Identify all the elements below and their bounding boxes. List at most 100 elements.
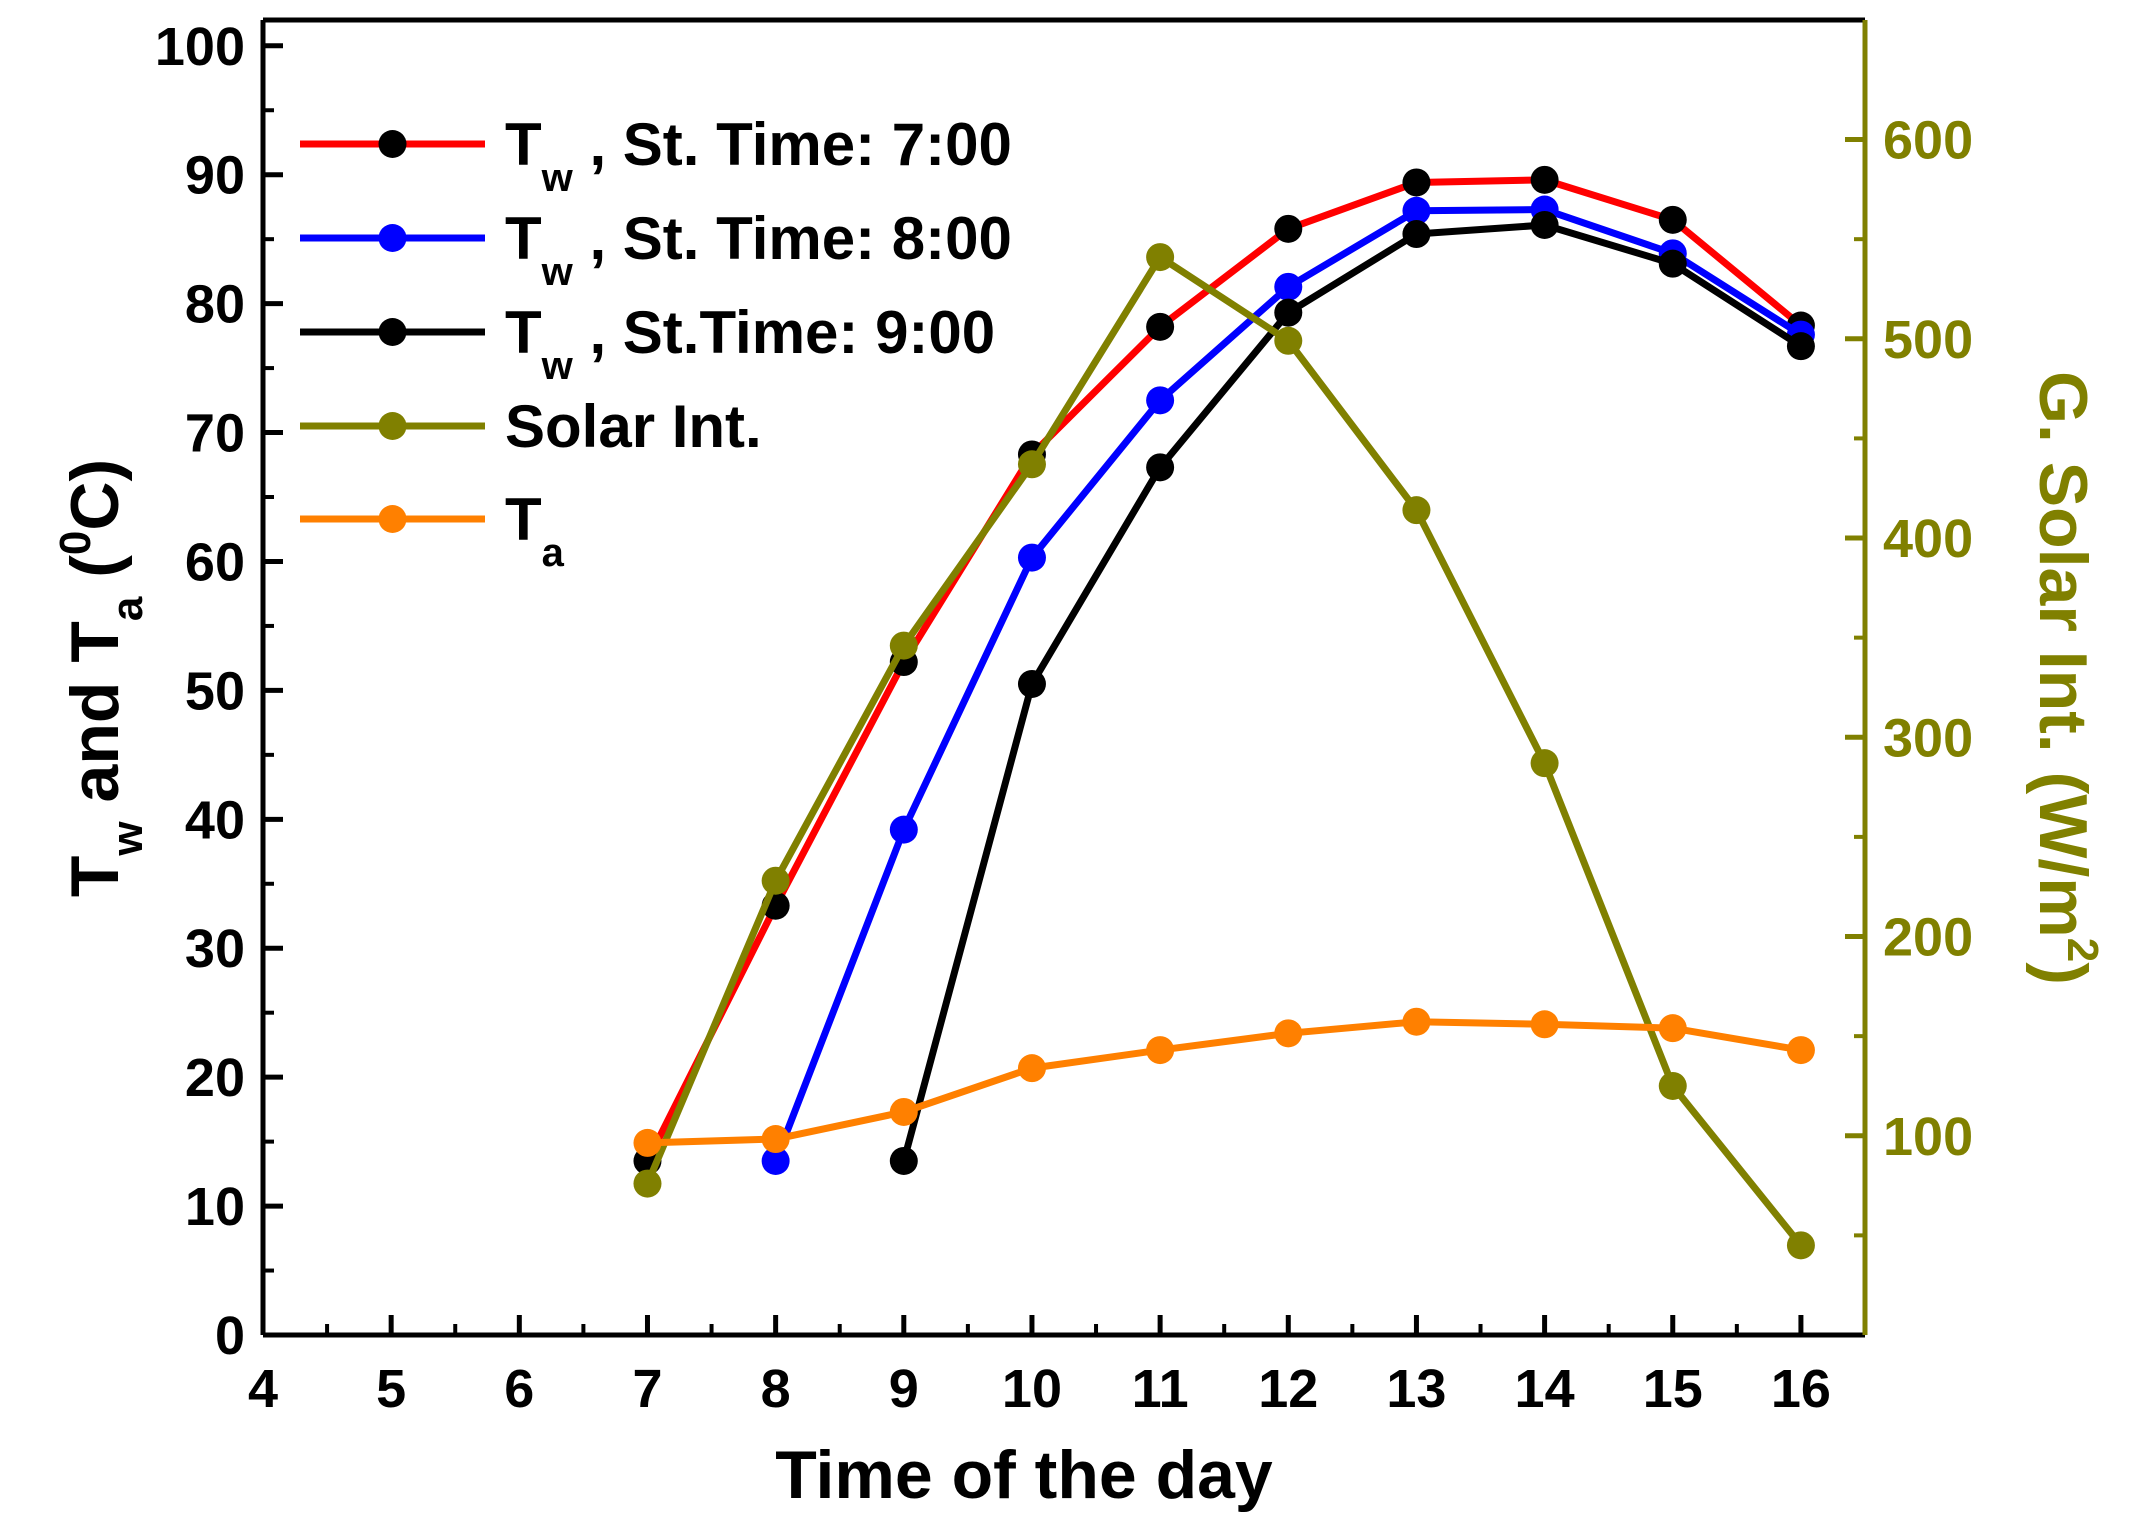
legend-item: Ta: [300, 486, 565, 575]
y-axis-title-text: Tw and Ta (0C): [51, 459, 152, 897]
y-tick-label: 10: [185, 1177, 245, 1237]
data-point: [1786, 1231, 1815, 1260]
y-tick-label: 80: [185, 275, 245, 335]
legend-marker: [378, 505, 407, 533]
legend-item: Tw , St. Time: 8:00: [300, 205, 1012, 294]
series-5: [633, 1007, 1815, 1157]
legend-label: Tw , St. Time: 8:00: [505, 205, 1012, 294]
legend-item: Solar Int.: [300, 393, 762, 460]
x-tick-label: 15: [1643, 1359, 1703, 1419]
data-point: [1786, 1036, 1815, 1065]
axes-layer: 4 5 6 7 8 9 10 11 12 13 14 15 16 0 10 20 30 40 50 60 70 80 90 1…: [155, 17, 1973, 1419]
data-point: [1017, 450, 1046, 479]
data-point: [1402, 1007, 1431, 1036]
legend-marker: [378, 130, 407, 158]
legend-label: Tw , St.Time: 9:00: [505, 299, 995, 388]
legend-label: Ta: [505, 486, 565, 575]
data-point: [1402, 496, 1431, 525]
data-point: [633, 1128, 662, 1157]
data-point: [1786, 332, 1815, 361]
data-point: [1402, 220, 1431, 249]
x-tick-label: 6: [504, 1359, 534, 1419]
y2-tick-label: 300: [1883, 708, 1973, 768]
x-tick-label: 9: [889, 1359, 919, 1419]
x-tick-label: 5: [376, 1359, 406, 1419]
data-point: [1146, 312, 1175, 341]
data-point: [1017, 543, 1046, 572]
y-tick-label: 100: [155, 17, 245, 77]
x-axis-title: Time of the day: [775, 1437, 1273, 1513]
series-line: [644, 176, 1804, 1163]
y-tick-label: 40: [185, 790, 245, 850]
data-point: [1402, 168, 1431, 197]
data-point: [889, 1097, 918, 1126]
data-point: [889, 815, 918, 844]
y2-tick-label: 500: [1883, 310, 1973, 370]
data-point: [1274, 326, 1303, 355]
data-point: [1530, 749, 1559, 778]
series-line: [644, 253, 1804, 1248]
x-tick-label: 8: [761, 1359, 791, 1419]
data-point: [889, 1146, 918, 1175]
legend-marker: [378, 318, 407, 346]
x-tick-label: 16: [1771, 1359, 1831, 1419]
data-point: [1274, 214, 1303, 243]
series-layer: [633, 165, 1815, 1260]
series-line: [900, 221, 1803, 1162]
y-tick-label: 90: [185, 146, 245, 206]
series-line: [647, 1018, 1802, 1147]
data-point: [1658, 1071, 1687, 1100]
data-point: [1530, 210, 1559, 239]
data-point: [889, 631, 918, 660]
y-tick-label: 0: [215, 1306, 245, 1366]
data-point: [761, 1125, 790, 1154]
data-point: [1146, 1036, 1175, 1065]
x-tick-label: 4: [248, 1359, 278, 1419]
data-point: [633, 1169, 662, 1198]
x-tick-label: 7: [632, 1359, 662, 1419]
y2-tick-label: 600: [1883, 111, 1973, 171]
axis-titles: Time of the day Tw and Ta (0C) G. Solar In…: [51, 371, 2107, 1513]
data-point: [761, 866, 790, 895]
data-point: [761, 1146, 790, 1175]
series-4: [633, 243, 1815, 1260]
data-point: [1146, 453, 1175, 482]
y-tick-label: 20: [185, 1048, 245, 1108]
y2-tick-label: 400: [1883, 509, 1973, 569]
data-point: [1274, 1019, 1303, 1048]
data-point: [1146, 386, 1175, 415]
data-point: [1274, 272, 1303, 301]
data-point: [1530, 1010, 1559, 1039]
y2-tick-label: 100: [1883, 1107, 1973, 1167]
y-tick-label: 50: [185, 661, 245, 721]
x-tick-label: 14: [1515, 1359, 1575, 1419]
legend-item: Tw , St.Time: 9:00: [300, 299, 995, 388]
data-point: [1017, 669, 1046, 698]
y-tick-label: 70: [185, 404, 245, 464]
y-tick-label: 30: [185, 919, 245, 979]
data-point: [1530, 165, 1559, 194]
legend-item: Tw , St. Time: 7:00: [300, 111, 1012, 200]
legend-label: Solar Int.: [505, 393, 762, 460]
legend-marker: [378, 224, 407, 252]
data-point: [1658, 249, 1687, 278]
y2-tick-label: 200: [1883, 908, 1973, 968]
data-point: [1146, 243, 1175, 272]
x-tick-label: 13: [1386, 1359, 1446, 1419]
legend-marker: [378, 412, 407, 440]
y-axis-title: Tw and Ta (0C): [51, 459, 152, 897]
x-tick-label: 11: [1132, 1359, 1189, 1419]
data-point: [1658, 205, 1687, 234]
data-point: [1017, 1054, 1046, 1083]
x-tick-label: 10: [1002, 1359, 1062, 1419]
data-point: [1274, 298, 1303, 327]
y2-axis-title: G. Solar Int. (W/m2): [2025, 371, 2107, 985]
x-tick-label: 12: [1258, 1359, 1318, 1419]
data-point: [1402, 196, 1431, 225]
y2-axis-title-text: G. Solar Int. (W/m2): [2025, 371, 2107, 985]
data-point: [1658, 1014, 1687, 1043]
series-3: [889, 210, 1815, 1175]
legend-label: Tw , St. Time: 7:00: [505, 111, 1012, 200]
